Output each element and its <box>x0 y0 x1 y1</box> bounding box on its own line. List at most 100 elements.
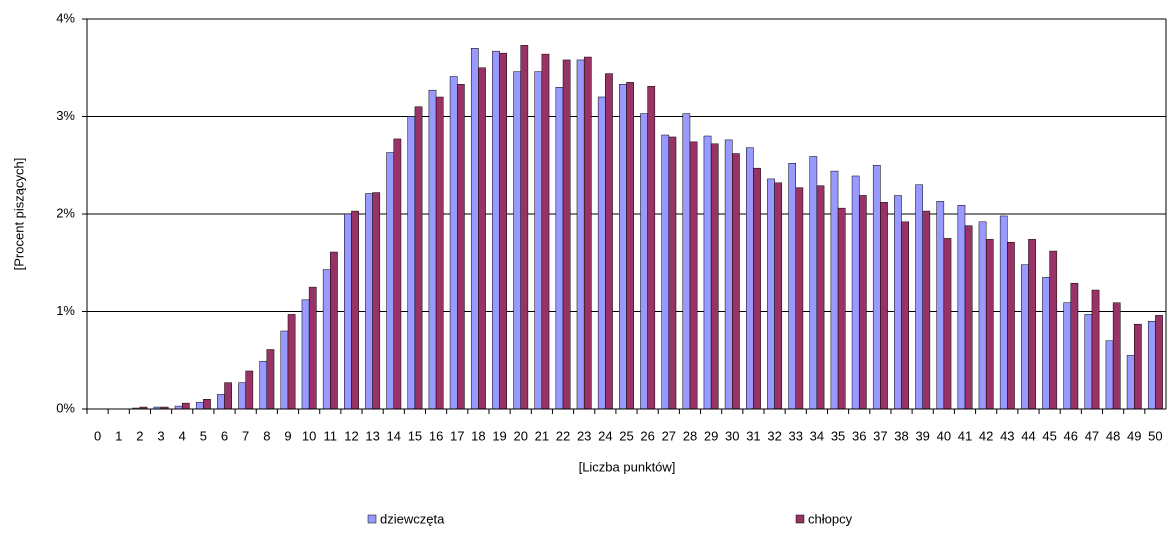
x-tick-label: 7 <box>242 428 249 443</box>
bar <box>562 59 571 410</box>
bar <box>1155 315 1163 410</box>
bar <box>181 402 190 410</box>
legend-swatch <box>795 514 805 524</box>
bar <box>478 67 486 410</box>
bar <box>245 370 254 410</box>
x-tick-label: 34 <box>810 428 824 443</box>
bar <box>922 210 931 410</box>
bar <box>456 84 465 410</box>
bar <box>499 52 508 410</box>
bar <box>195 401 204 410</box>
bar <box>344 213 352 410</box>
x-tick-label: 23 <box>577 428 591 443</box>
x-tick-label: 38 <box>894 428 908 443</box>
bar <box>1126 355 1135 410</box>
y-tick-label: 4% <box>56 10 75 25</box>
bar <box>816 185 825 410</box>
bar <box>541 53 550 410</box>
bar <box>224 382 232 410</box>
bar <box>1134 323 1142 410</box>
y-tick-label: 2% <box>56 205 75 220</box>
bar <box>259 360 268 410</box>
x-tick-label: 19 <box>492 428 506 443</box>
bar <box>894 195 902 410</box>
bar <box>513 71 521 410</box>
x-tick-label: 46 <box>1064 428 1078 443</box>
bar <box>943 238 952 410</box>
x-tick-label: 9 <box>284 428 291 443</box>
y-axis-label: [Procent piszących] <box>11 158 26 271</box>
bar <box>217 394 225 410</box>
bar <box>555 87 564 410</box>
x-tick-label: 14 <box>387 428 401 443</box>
x-tick-label: 26 <box>640 428 654 443</box>
x-tick-label: 50 <box>1148 428 1162 443</box>
x-tick-label: 8 <box>263 428 270 443</box>
bar <box>287 314 296 410</box>
bar <box>203 399 211 410</box>
bar <box>414 106 423 410</box>
bar <box>1084 314 1093 410</box>
x-tick-label: 47 <box>1085 428 1099 443</box>
bar <box>626 82 634 410</box>
bar <box>308 286 317 410</box>
bar <box>301 299 310 410</box>
bar <box>1007 242 1015 410</box>
bar <box>682 113 691 410</box>
bar <box>901 221 909 410</box>
bar <box>1028 239 1036 410</box>
bar <box>978 221 987 410</box>
bar <box>732 153 740 410</box>
bar <box>767 178 775 410</box>
legend-swatch <box>367 514 377 524</box>
bar <box>851 175 860 410</box>
bar <box>858 195 867 410</box>
x-tick-label: 25 <box>619 428 633 443</box>
x-tick-label: 45 <box>1042 428 1056 443</box>
x-tick-label: 2 <box>136 428 143 443</box>
x-tick-label: 33 <box>789 428 803 443</box>
bar <box>1091 289 1100 410</box>
x-axis-label: [Liczba punktów] <box>579 459 676 474</box>
x-tick-label: 16 <box>429 428 443 443</box>
bar <box>647 86 656 410</box>
bar <box>238 382 246 410</box>
x-tick-label: 43 <box>1000 428 1014 443</box>
x-tick-label: 12 <box>344 428 358 443</box>
x-tick-label: 30 <box>725 428 739 443</box>
legend-label: chłopcy <box>808 511 853 526</box>
bar <box>880 202 888 410</box>
x-tick-label: 28 <box>683 428 697 443</box>
bar <box>795 187 804 410</box>
bar <box>964 225 973 410</box>
bar <box>492 50 500 410</box>
x-tick-label: 6 <box>221 428 228 443</box>
x-tick-label: 18 <box>471 428 485 443</box>
x-tick-label: 32 <box>767 428 781 443</box>
x-tick-label: 21 <box>535 428 549 443</box>
bar <box>689 141 698 410</box>
bar <box>435 96 444 410</box>
bar <box>428 89 437 410</box>
x-tick-label: 4 <box>179 428 186 443</box>
x-tick-label: 31 <box>746 428 760 443</box>
bar <box>393 138 402 410</box>
bar <box>449 76 458 410</box>
x-tick-label: 13 <box>365 428 379 443</box>
x-tick-label: 3 <box>157 428 164 443</box>
x-tick-label: 39 <box>915 428 929 443</box>
x-tick-label: 15 <box>408 428 422 443</box>
y-tick-label: 0% <box>56 400 75 415</box>
bar <box>788 163 797 410</box>
y-tick-label: 3% <box>56 108 75 123</box>
x-tick-label: 5 <box>200 428 207 443</box>
bar <box>1042 277 1050 410</box>
x-tick-label: 49 <box>1127 428 1141 443</box>
x-tick-label: 11 <box>324 428 338 443</box>
bar <box>534 71 543 410</box>
x-tick-label: 22 <box>556 428 570 443</box>
bar <box>936 201 945 410</box>
bar <box>1049 250 1058 410</box>
x-tick-label: 24 <box>598 428 612 443</box>
